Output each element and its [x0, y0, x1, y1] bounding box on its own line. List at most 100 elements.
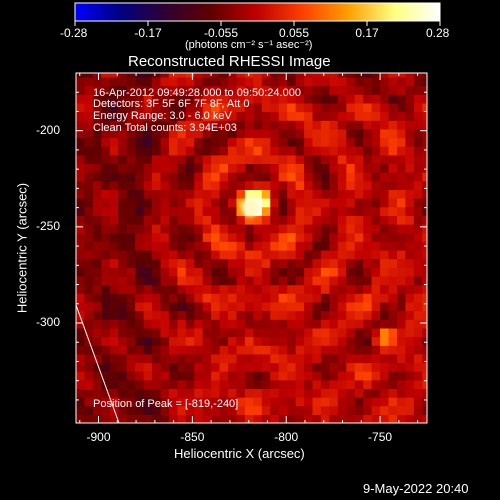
heatmap-cell: [152, 198, 161, 208]
heatmap-cell: [312, 319, 322, 329]
heatmap-cell: [228, 206, 237, 216]
heatmap-cell: [261, 73, 271, 78]
heatmap-cell: [304, 249, 314, 260]
heatmap-cell: [219, 362, 229, 372]
heatmap-cell: [244, 405, 254, 415]
heatmap-cell: [109, 111, 119, 121]
heatmap-cell: [422, 414, 427, 423]
heatmap-cell: [152, 353, 161, 364]
heatmap-cell: [261, 327, 271, 338]
heatmap-cell: [337, 154, 347, 164]
heatmap-cell: [295, 76, 305, 87]
heatmap-cell: [177, 241, 187, 251]
heatmap-cell: [380, 379, 390, 389]
heatmap-cell: [312, 353, 322, 364]
heatmap-cell: [304, 206, 314, 216]
heatmap-cell: [76, 73, 85, 78]
heatmap-cell: [371, 73, 381, 78]
heatmap-cell: [168, 120, 178, 130]
heatmap-cell: [211, 215, 221, 225]
heatmap-cell: [253, 241, 263, 251]
heatmap-cell: [92, 371, 102, 381]
heatmap-cell: [422, 293, 427, 303]
heatmap-cell: [278, 267, 288, 277]
heatmap-cell: [371, 120, 381, 130]
heatmap-cell: [287, 120, 297, 130]
heatmap-cell: [287, 405, 297, 415]
heatmap-cell: [371, 163, 381, 173]
heatmap-cell: [219, 388, 229, 398]
heatmap-cell: [397, 215, 406, 225]
heatmap-cell: [109, 336, 119, 346]
heatmap-cell: [253, 345, 263, 355]
heatmap-cell: [422, 275, 427, 286]
heatmap-cell: [287, 146, 297, 156]
heatmap-cell: [261, 319, 271, 329]
heatmap-cell: [92, 405, 102, 415]
heatmap-cell: [143, 414, 153, 423]
heatmap-cell: [261, 414, 271, 423]
heatmap-cell: [270, 362, 280, 372]
heatmap-cell: [211, 249, 221, 260]
heatmap-cell: [228, 163, 237, 173]
heatmap-cell: [380, 128, 390, 139]
heatmap-cell: [211, 172, 221, 182]
heatmap-cell: [126, 275, 136, 286]
heatmap-cell: [92, 232, 102, 242]
heatmap-cell: [371, 336, 381, 346]
heatmap-cell: [270, 258, 280, 268]
heatmap-cell: [118, 379, 128, 389]
heatmap-cell: [168, 189, 178, 199]
colorbar-ticks: [74, 21, 441, 26]
heatmap-cell: [126, 241, 136, 251]
heatmap-cell: [320, 284, 330, 294]
heatmap-cell: [295, 319, 305, 329]
heatmap-cell: [405, 345, 415, 355]
heatmap-cell: [287, 94, 297, 104]
heatmap-cell: [363, 73, 373, 78]
heatmap-cell: [92, 224, 102, 234]
heatmap-cell: [168, 371, 178, 381]
x-tick-label: -750: [368, 430, 393, 444]
heatmap-cell: [160, 137, 170, 147]
heatmap-cell: [76, 94, 85, 104]
heatmap-cell: [329, 284, 339, 294]
heatmap-cell: [194, 94, 204, 104]
heatmap-cell: [118, 284, 128, 294]
heatmap-cell: [397, 241, 406, 251]
heatmap-cell: [287, 379, 297, 389]
heatmap-cell: [413, 128, 423, 139]
heatmap-cell: [312, 345, 322, 355]
heatmap-cell: [295, 310, 305, 320]
heatmap-cell: [168, 327, 178, 338]
heatmap-cell: [109, 198, 119, 208]
heatmap-cell: [84, 120, 94, 130]
heatmap-cell: [405, 353, 415, 364]
heatmap-cell: [228, 414, 237, 423]
heatmap-cell: [228, 172, 237, 182]
heatmap-cell: [211, 224, 221, 234]
heatmap-cell: [363, 405, 373, 415]
heatmap-cell: [228, 120, 237, 130]
heatmap-cell: [92, 180, 102, 190]
heatmap-cell: [278, 241, 288, 251]
heatmap-cell: [388, 310, 398, 320]
heatmap-cell: [109, 172, 119, 182]
heatmap-cell: [380, 94, 390, 104]
heatmap-cell: [380, 301, 390, 312]
heatmap-cell: [101, 319, 111, 329]
heatmap-cell: [236, 258, 246, 268]
heatmap-cell: [363, 345, 373, 355]
heatmap-cell: [261, 189, 271, 199]
heatmap-cell: [177, 206, 187, 216]
heatmap-cell: [295, 353, 305, 364]
heatmap-cell: [76, 120, 85, 130]
heatmap-cell: [84, 293, 94, 303]
heatmap-cell: [177, 146, 187, 156]
heatmap-cell: [320, 163, 330, 173]
heatmap-cell: [152, 327, 161, 338]
heatmap-cell: [270, 336, 280, 346]
heatmap-cell: [329, 102, 339, 113]
heatmap-cell: [413, 379, 423, 389]
heatmap-cell: [422, 258, 427, 268]
